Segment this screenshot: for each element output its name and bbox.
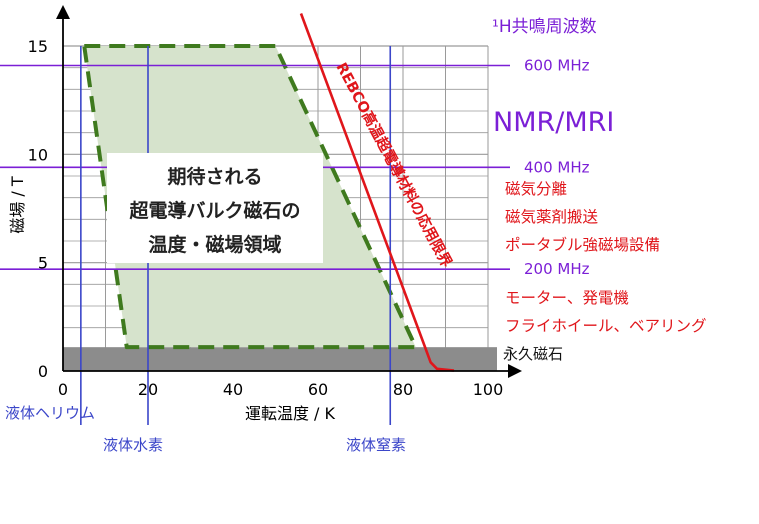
- x-tick-label: 100: [473, 380, 504, 399]
- bulk-region-label-1: 期待される: [167, 165, 262, 188]
- application-low-2: フライホイール、ベアリング: [505, 317, 707, 335]
- x-axis-arrow: [508, 364, 522, 378]
- x-tick-label: 60: [308, 380, 328, 399]
- frequency-label: 400 MHz: [524, 158, 590, 176]
- frequency-label: 600 MHz: [524, 57, 590, 75]
- rebco-limit-line: [299, 13, 455, 372]
- y-axis-label: 磁場 / T: [8, 176, 27, 234]
- application-mid-2: 磁気薬剤搬送: [505, 208, 599, 226]
- x-tick-label: 80: [393, 380, 413, 399]
- x-axis-label: 運転温度 / K: [245, 404, 336, 423]
- permanent-magnet-label: 永久磁石: [503, 345, 563, 363]
- bulk-region-label-3: 温度・磁場領域: [148, 233, 281, 256]
- y-tick-label: 5: [38, 254, 48, 273]
- y-tick-label: 10: [28, 145, 48, 164]
- bulk-region-label-2: 超電導バルク磁石の: [128, 199, 300, 222]
- y-axis-arrow: [56, 5, 70, 19]
- application-mid-1: 磁気分離: [505, 180, 567, 198]
- tick-labels: 0 20 40 60 80 100 0 5 10 15: [28, 37, 504, 399]
- x-tick-label: 0: [58, 380, 68, 399]
- bulk-region-label-box: [107, 153, 323, 263]
- liquid-temperature-label: 液体ヘリウム: [5, 404, 95, 422]
- liquid-temperature-label: 液体水素: [103, 436, 163, 454]
- permanent-magnet-band: [63, 347, 497, 371]
- application-mid-3: ポータブル強磁場設備: [505, 235, 660, 254]
- frequency-title: ¹H共鳴周波数: [492, 17, 597, 37]
- y-tick-label: 0: [38, 362, 48, 381]
- y-tick-label: 15: [28, 37, 48, 56]
- frequency-label: 200 MHz: [524, 260, 590, 278]
- x-tick-label: 20: [138, 380, 158, 399]
- application-low-1: モーター、発電機: [505, 289, 629, 307]
- liquid-temperature-label: 液体窒素: [346, 436, 406, 454]
- x-tick-label: 40: [223, 380, 243, 399]
- nmr-mri-label: NMR/MRI: [493, 107, 614, 138]
- axes: [56, 5, 522, 378]
